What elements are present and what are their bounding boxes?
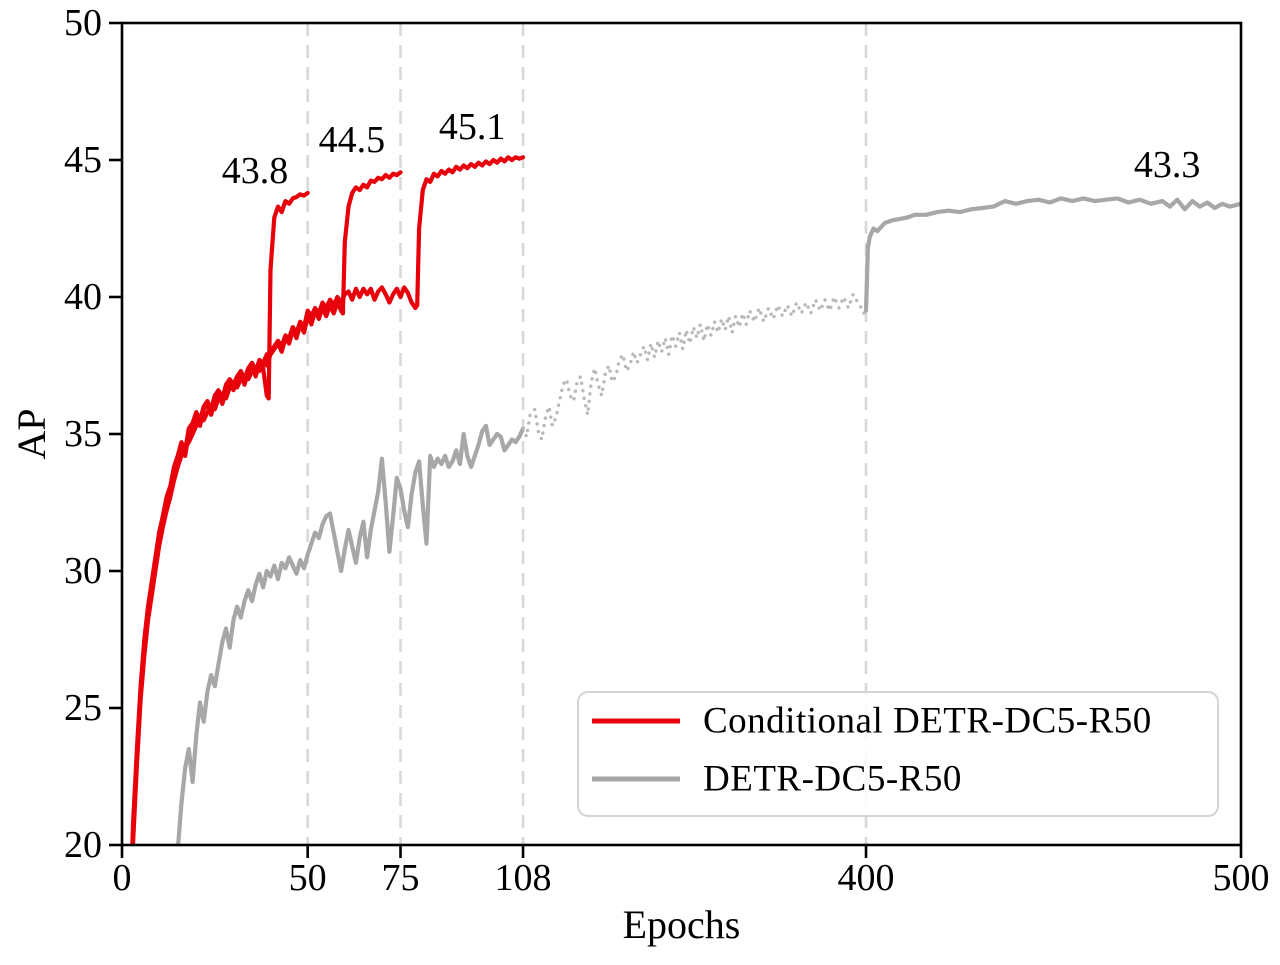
y-tick-label-45: 45 [64, 139, 102, 181]
x-axis-label: Epochs [623, 902, 741, 947]
series-line-3 [176, 423, 526, 845]
legend-box [577, 691, 1219, 817]
y-tick-label-35: 35 [64, 413, 102, 455]
annotation-45.1: 45.1 [439, 106, 506, 148]
y-tick-label-25: 25 [64, 687, 102, 729]
y-tick-label-30: 30 [64, 550, 102, 592]
x-tick-label-400: 400 [838, 857, 895, 899]
x-tick-label-500: 500 [1213, 857, 1270, 899]
y-axis-label: AP [9, 408, 54, 459]
series-line-5 [863, 196, 1241, 313]
annotation-43.8: 43.8 [222, 150, 289, 192]
series-line-4 [521, 292, 868, 442]
legend-label-1: DETR-DC5-R50 [703, 759, 962, 800]
x-tick-label-0: 0 [113, 857, 132, 899]
legend-label-0: Conditional DETR-DC5-R50 [703, 701, 1152, 742]
y-tick-label-20: 20 [64, 824, 102, 866]
annotation-44.5: 44.5 [319, 119, 386, 161]
series-line-2 [130, 155, 526, 845]
x-tick-label-50: 50 [289, 857, 327, 899]
series-line-1 [130, 170, 403, 845]
annotation-43.3: 43.3 [1134, 144, 1201, 186]
y-tick-label-40: 40 [64, 276, 102, 318]
x-tick-label-75: 75 [382, 857, 420, 899]
y-tick-label-50: 50 [64, 2, 102, 44]
x-tick-label-108: 108 [495, 857, 552, 899]
